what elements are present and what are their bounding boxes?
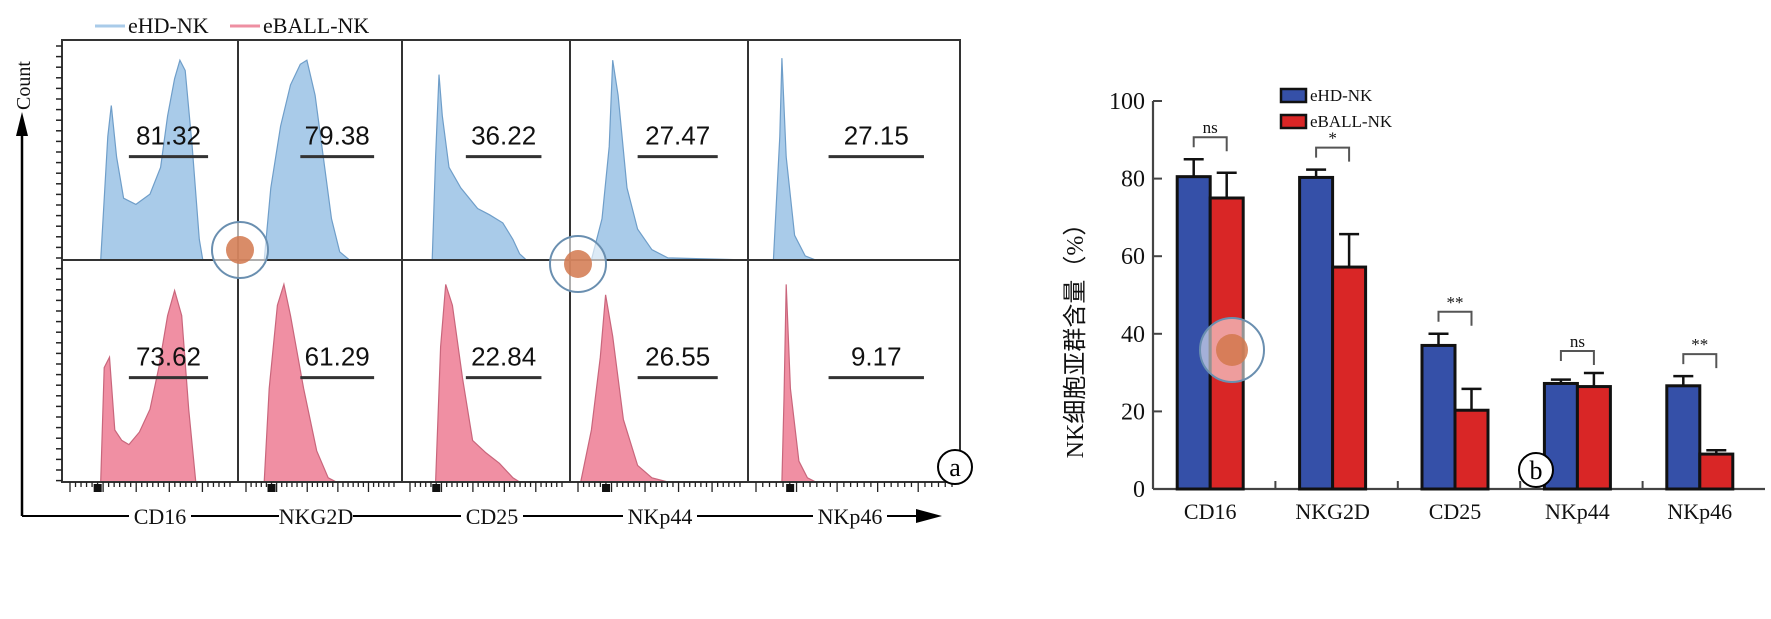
x-tick-label-CD25: CD25 bbox=[1429, 499, 1482, 524]
watermark-map-icon bbox=[1216, 334, 1248, 366]
legend-label-eBALL-NK: eBALL-NK bbox=[1310, 112, 1393, 131]
significance-label: ** bbox=[1691, 335, 1708, 354]
panel-label-circle bbox=[937, 449, 973, 485]
panel-label: a bbox=[949, 453, 961, 482]
marker-label-NKG2D: NKG2D bbox=[279, 504, 354, 529]
marker-label-NKp46: NKp46 bbox=[818, 504, 883, 529]
y-axis-label: Count bbox=[13, 61, 35, 110]
bar-eHD-NK-NKG2D bbox=[1298, 175, 1335, 491]
x-axis-arrow-head bbox=[916, 509, 942, 523]
marker-label-bg bbox=[461, 505, 523, 529]
y-tick-label: 40 bbox=[1121, 322, 1145, 348]
significance-label: ns bbox=[1570, 332, 1585, 351]
panel-label: b bbox=[1530, 456, 1543, 485]
significance-bracket bbox=[1559, 349, 1595, 365]
marker-label-CD16: CD16 bbox=[134, 504, 187, 529]
histogram-eBALL-NK-NKp46 bbox=[748, 284, 960, 483]
x-tick-label-NKp44: NKp44 bbox=[1545, 499, 1610, 524]
gate-percent-label: 27.47 bbox=[645, 121, 710, 151]
legend-swatch-eHD-NK bbox=[1279, 87, 1308, 104]
histogram-eBALL-NK-CD25 bbox=[402, 284, 570, 483]
marker-label-bg bbox=[279, 505, 353, 529]
gate-percent-label: 22.84 bbox=[471, 342, 536, 372]
histogram-eHD-NK-CD25 bbox=[402, 74, 570, 261]
gate-percent-label: 9.17 bbox=[851, 342, 902, 372]
y-tick-label: 20 bbox=[1121, 399, 1145, 425]
histogram-eHD-NK-NKp46 bbox=[748, 58, 960, 261]
y-axis-label: NK细胞亚群含量（%） bbox=[1062, 212, 1089, 459]
significance-bracket bbox=[1192, 136, 1228, 152]
gate-percent-label: 73.62 bbox=[136, 342, 201, 372]
marker-label-bg bbox=[623, 505, 697, 529]
legend-swatch-eBALL-NK bbox=[1279, 113, 1308, 130]
bar-eBALL-NK-NKG2D bbox=[1331, 265, 1368, 491]
marker-label-NKp44: NKp44 bbox=[628, 504, 693, 529]
histogram-eHD-NK-CD16 bbox=[62, 58, 238, 261]
y-tick-label: 60 bbox=[1121, 244, 1145, 270]
gate-percent-label: 81.32 bbox=[136, 121, 201, 151]
significance-bracket bbox=[1437, 310, 1473, 326]
x-tick-block bbox=[602, 484, 611, 492]
histogram-eBALL-NK-NKG2D bbox=[238, 282, 402, 483]
bar-eBALL-NK-CD25 bbox=[1453, 408, 1490, 491]
gate-percent-label: 36.22 bbox=[471, 121, 536, 151]
histogram-eBALL-NK-CD16 bbox=[62, 288, 238, 483]
bar-chart-svg: 0 20 40 60 80 100 NK细胞亚群含量（%） ns CD16 * NKG2D ** CD2… bbox=[1062, 86, 1765, 524]
bar-eBALL-NK-NKp44 bbox=[1575, 385, 1612, 491]
bar-chart-panel: 0 20 40 60 80 100 NK细胞亚群含量（%） ns CD16 * NKG2D ** CD2… bbox=[1040, 0, 1771, 614]
legend-label-eHD-NK: eHD-NK bbox=[1310, 86, 1373, 105]
histogram-eBALL-NK-NKp44 bbox=[570, 294, 748, 483]
legend-label-0: eHD-NK bbox=[128, 13, 209, 38]
gate-percent-label: 27.15 bbox=[844, 121, 909, 151]
watermark-map-icon bbox=[564, 250, 592, 278]
significance-label: ** bbox=[1447, 293, 1464, 312]
histogram-eHD-NK-NKG2D bbox=[238, 59, 402, 261]
marker-label-bg bbox=[129, 505, 191, 529]
gate-percent-label: 79.38 bbox=[305, 121, 370, 151]
x-tick-block bbox=[93, 484, 102, 492]
y-axis-arrow-head bbox=[16, 112, 28, 136]
marker-label-bg bbox=[813, 505, 887, 529]
marker-label-CD25: CD25 bbox=[466, 504, 519, 529]
y-tick-label: 80 bbox=[1121, 167, 1145, 193]
flow-histogram-panel: eHD-NK eBALL-NK Count 81.32 79.38 36.22 27.47 2… bbox=[13, 13, 973, 529]
bar-eHD-NK-CD25 bbox=[1420, 343, 1457, 491]
histogram-eHD-NK-NKp44 bbox=[570, 60, 749, 261]
significance-bracket bbox=[1315, 146, 1351, 162]
bar-eBALL-NK-NKp46 bbox=[1698, 452, 1735, 491]
x-tick-label-NKp46: NKp46 bbox=[1667, 499, 1732, 524]
y-tick-label: 100 bbox=[1109, 89, 1145, 115]
watermark-map-icon bbox=[226, 236, 254, 264]
x-tick-block bbox=[786, 484, 795, 492]
significance-label: ns bbox=[1203, 118, 1218, 137]
panel-label-circle bbox=[1518, 452, 1554, 488]
gate-percent-label: 61.29 bbox=[305, 342, 370, 372]
x-tick-block bbox=[432, 484, 441, 492]
legend-label-1: eBALL-NK bbox=[263, 13, 369, 38]
histogram-grid-svg: eHD-NK eBALL-NK Count 81.32 79.38 36.22 27.47 2… bbox=[13, 13, 973, 529]
significance-bracket bbox=[1682, 353, 1718, 369]
x-tick-label-CD16: CD16 bbox=[1184, 499, 1237, 524]
significance-label: * bbox=[1328, 129, 1337, 148]
gate-percent-label: 26.55 bbox=[645, 342, 710, 372]
bar-eHD-NK-NKp46 bbox=[1665, 384, 1702, 491]
x-tick-label-NKG2D: NKG2D bbox=[1295, 499, 1370, 524]
y-tick-label: 0 bbox=[1133, 477, 1145, 503]
x-tick-block bbox=[267, 484, 276, 492]
